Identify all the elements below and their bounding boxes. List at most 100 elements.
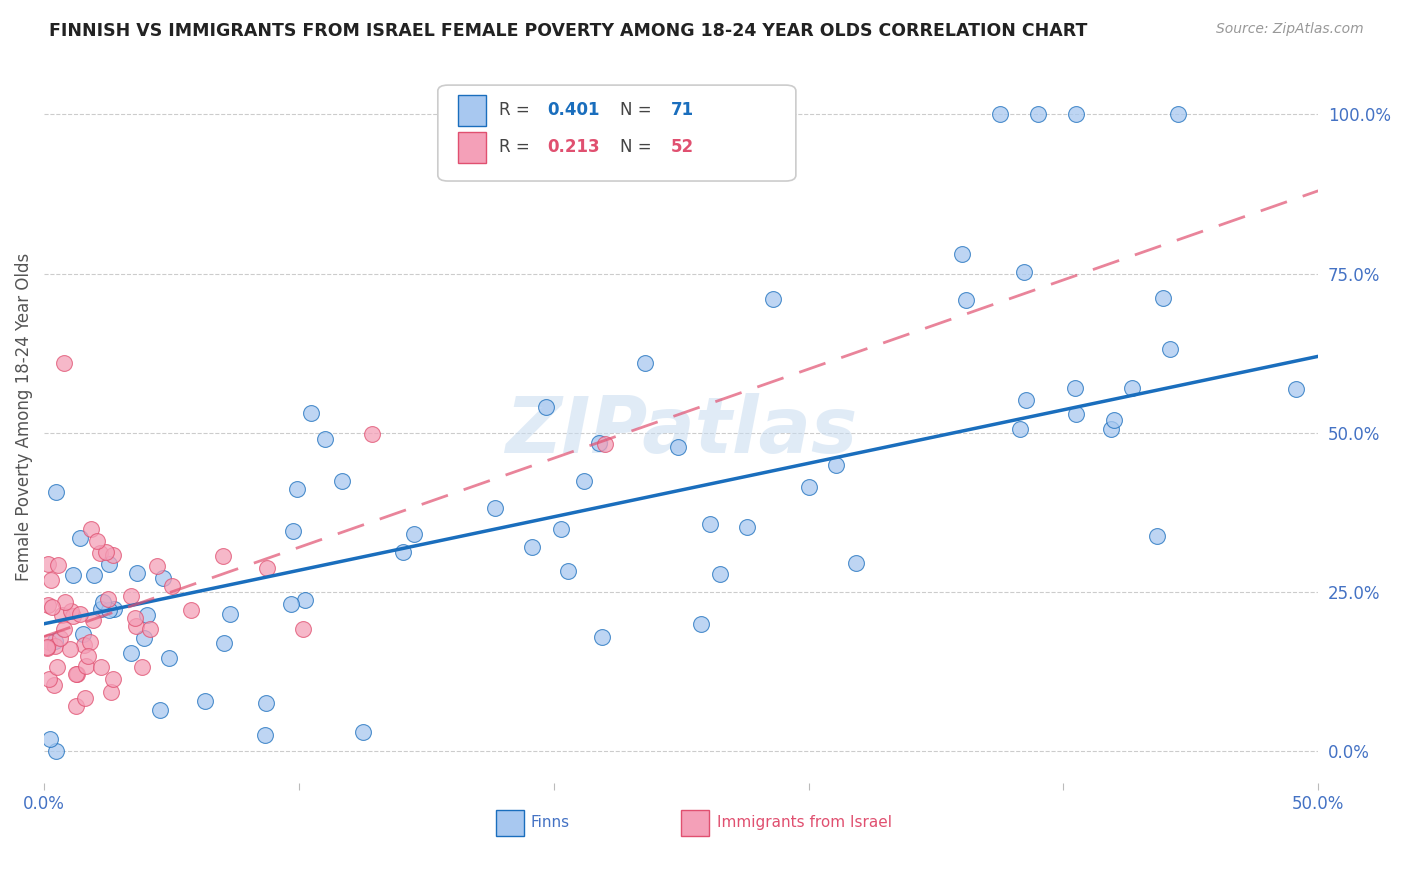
Point — [253, 728, 276, 742]
Point — [550, 522, 572, 536]
Point — [132, 632, 155, 646]
Bar — [458, 95, 486, 126]
Point — [291, 622, 314, 636]
Point — [1012, 265, 1035, 279]
Point — [37, 557, 59, 571]
Point — [65, 699, 87, 714]
Point — [1064, 107, 1087, 121]
Point — [845, 556, 868, 570]
Point — [75, 658, 97, 673]
Point — [91, 595, 114, 609]
Point — [73, 690, 96, 705]
Point — [157, 651, 180, 665]
Point — [152, 571, 174, 585]
Point — [139, 622, 162, 636]
Point — [38, 732, 60, 747]
Point — [59, 641, 82, 656]
Point — [180, 603, 202, 617]
Point — [120, 589, 142, 603]
Point — [101, 548, 124, 562]
Point — [402, 527, 425, 541]
Point — [299, 406, 322, 420]
Point — [352, 724, 374, 739]
Point — [45, 485, 67, 500]
Point — [103, 602, 125, 616]
Point — [131, 660, 153, 674]
Point — [82, 613, 104, 627]
Point — [83, 567, 105, 582]
Point — [41, 573, 63, 587]
Text: 71: 71 — [671, 101, 695, 119]
Text: Finns: Finns — [531, 815, 569, 830]
Point — [77, 649, 100, 664]
Point — [1167, 107, 1189, 121]
Point — [283, 524, 305, 538]
Point — [90, 660, 112, 674]
Point — [194, 694, 217, 708]
Point — [53, 595, 76, 609]
Point — [574, 474, 596, 488]
Point — [1159, 342, 1181, 356]
Point — [360, 426, 382, 441]
Point — [60, 604, 83, 618]
Text: 52: 52 — [671, 137, 695, 155]
Point — [38, 672, 60, 686]
Y-axis label: Female Poverty Among 18-24 Year Olds: Female Poverty Among 18-24 Year Olds — [15, 252, 32, 581]
Point — [35, 640, 58, 654]
Point — [45, 744, 67, 758]
Point — [38, 634, 60, 648]
Point — [160, 579, 183, 593]
Text: N =: N = — [620, 137, 657, 155]
Point — [49, 631, 72, 645]
Text: FINNISH VS IMMIGRANTS FROM ISRAEL FEMALE POVERTY AMONG 18-24 YEAR OLDS CORRELATI: FINNISH VS IMMIGRANTS FROM ISRAEL FEMALE… — [49, 22, 1088, 40]
Point — [62, 609, 84, 624]
Point — [41, 600, 63, 615]
Point — [72, 627, 94, 641]
Point — [557, 565, 579, 579]
Point — [1121, 381, 1143, 395]
Point — [62, 568, 84, 582]
Point — [79, 635, 101, 649]
Point — [285, 482, 308, 496]
Point — [69, 532, 91, 546]
Point — [86, 533, 108, 548]
Text: 0.401: 0.401 — [547, 101, 600, 119]
Point — [690, 616, 713, 631]
Point — [73, 638, 96, 652]
Point — [65, 666, 87, 681]
Point — [1064, 408, 1087, 422]
Point — [1099, 422, 1122, 436]
Point — [212, 549, 235, 563]
Text: ZIPatlas: ZIPatlas — [505, 393, 858, 469]
Point — [53, 622, 76, 636]
Point — [591, 630, 613, 644]
Point — [294, 593, 316, 607]
Point — [101, 672, 124, 686]
Point — [588, 436, 610, 450]
Text: R =: R = — [499, 101, 536, 119]
Bar — [496, 810, 524, 836]
Point — [520, 540, 543, 554]
Point — [100, 684, 122, 698]
Point — [45, 660, 67, 674]
Point — [799, 480, 821, 494]
Point — [79, 522, 101, 536]
Text: R =: R = — [499, 137, 536, 155]
Point — [90, 602, 112, 616]
Text: N =: N = — [620, 101, 657, 119]
Point — [44, 678, 66, 692]
Point — [125, 619, 148, 633]
Point — [666, 441, 689, 455]
FancyBboxPatch shape — [437, 85, 796, 181]
Bar — [681, 810, 709, 836]
Bar — [458, 132, 486, 162]
Point — [254, 696, 277, 710]
Point — [53, 356, 76, 370]
Point — [69, 607, 91, 622]
Point — [1284, 382, 1306, 396]
Point — [51, 608, 73, 623]
Text: Immigrants from Israel: Immigrants from Israel — [717, 815, 891, 830]
Point — [1104, 413, 1126, 427]
Point — [256, 560, 278, 574]
Point — [124, 611, 146, 625]
